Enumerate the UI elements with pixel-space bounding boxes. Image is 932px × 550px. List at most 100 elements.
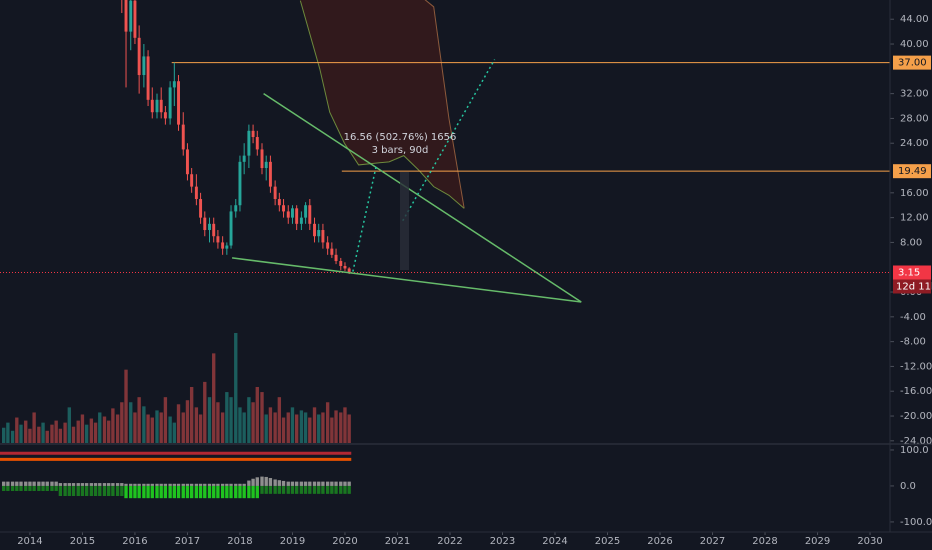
x-tick-label: 2017 (175, 536, 200, 547)
oscillator-bar-upper (163, 483, 168, 486)
candle-body (124, 0, 128, 32)
oscillator-bar-lower (317, 485, 321, 494)
volume-bar (137, 397, 141, 443)
candle-body (317, 230, 321, 237)
volume-bar (194, 407, 199, 443)
candle-body (334, 254, 338, 262)
volume-bar (325, 402, 330, 443)
candle-body (260, 149, 264, 169)
candle-body (234, 205, 238, 212)
volume-bar (303, 412, 308, 443)
candle-body (185, 149, 189, 175)
volume-bar (312, 407, 317, 443)
candle-body (199, 199, 203, 218)
volume-bar (273, 412, 277, 443)
candle-body (155, 99, 159, 113)
volume-bar (24, 420, 28, 443)
candle-body (290, 208, 294, 218)
candle-body (242, 155, 246, 162)
volume-bar (172, 422, 177, 443)
oscillator-bar-upper (334, 481, 338, 486)
candle-body (264, 161, 268, 169)
candle-body (343, 265, 347, 269)
volume-bar (107, 420, 111, 443)
volume-bar (142, 406, 146, 443)
volume-bar (330, 417, 334, 443)
measure-label: 3 bars, 90d (372, 145, 429, 156)
oscillator-bar-lower (146, 485, 150, 499)
x-tick-label: 2027 (700, 536, 725, 547)
candle-body (273, 186, 277, 200)
volume-bar (247, 397, 251, 443)
oscillator-bar-upper (142, 483, 146, 486)
volume-bar (321, 412, 325, 443)
oscillator-bar-upper (185, 483, 190, 486)
oscillator-bar-upper (268, 478, 273, 486)
oscillator-bar-upper (124, 483, 128, 486)
volume-bar (150, 417, 154, 443)
volume-bar (67, 407, 71, 443)
oscillator-bar-upper (303, 481, 308, 486)
oscillator-bar-lower (268, 485, 273, 494)
candle-body (194, 186, 198, 200)
oscillator-bar-upper (247, 480, 251, 486)
measure-label: 16.56 (502.76%) 1656 (344, 132, 457, 143)
oscillator-bar-upper (273, 479, 277, 486)
oscillator-bar-upper (28, 481, 32, 486)
y-tick-label: -8.00 (900, 337, 926, 348)
level-label: 37.00 (898, 58, 927, 69)
trendline (352, 164, 378, 272)
oscillator-pane (0, 451, 352, 499)
volume-bar (176, 404, 181, 443)
volume-bar (28, 428, 32, 443)
oscillator-bar-lower (155, 485, 159, 499)
x-tick-label: 2025 (595, 536, 620, 547)
oscillator-bar-upper (172, 483, 177, 486)
oscillator-bar-upper (168, 483, 172, 486)
volume-bar (120, 402, 124, 443)
x-tick-label: 2024 (542, 536, 567, 547)
volume-bar (115, 414, 120, 443)
oscillator-bar-lower (330, 485, 334, 494)
x-tick-label: 2020 (332, 536, 357, 547)
price-pane (0, 0, 890, 443)
oscillator-bar-upper (277, 480, 282, 486)
candle-body (313, 223, 316, 237)
oscillator-bar-lower (176, 485, 181, 499)
oscillator-bar-lower (41, 485, 45, 491)
oscillator-bar-lower (45, 485, 49, 491)
candle-body (255, 137, 259, 150)
oscillator-bar-lower (303, 485, 308, 494)
volume-bar (260, 392, 264, 443)
oscillator-bar-upper (234, 483, 238, 486)
volume-bar (124, 369, 128, 443)
oscillator-bar-lower (260, 485, 264, 494)
oscillator-bar-lower (93, 485, 98, 497)
oscillator-bar-lower (281, 485, 286, 494)
candle-body (339, 261, 343, 266)
countdown-label: 12d 11h (896, 281, 932, 292)
oscillator-bar-lower (220, 485, 225, 499)
volume-bar (268, 407, 273, 443)
oscillator-bar-upper (251, 478, 255, 486)
volume-bar (71, 426, 76, 443)
oscillator-bar-upper (207, 483, 212, 486)
volume-bar (168, 416, 172, 443)
oscillator-bar-lower (24, 485, 28, 491)
volume-bar (54, 420, 58, 443)
oscillator-bar-lower (242, 485, 246, 499)
oscillator-bar-upper (54, 481, 58, 486)
candle-body (321, 230, 325, 243)
volume-bar (189, 386, 194, 443)
x-tick-label: 2022 (437, 536, 462, 547)
volume-bar (133, 412, 137, 443)
oscillator-bar-lower (321, 485, 325, 494)
oscillator-bar-upper (107, 483, 111, 486)
volume-bar (207, 397, 212, 443)
y-tick-label: 24.00 (900, 138, 929, 149)
candle-body (168, 87, 172, 119)
oscillator-bar-upper (50, 481, 54, 486)
candle-body (133, 0, 137, 38)
oscillator-bar-lower (172, 485, 177, 499)
